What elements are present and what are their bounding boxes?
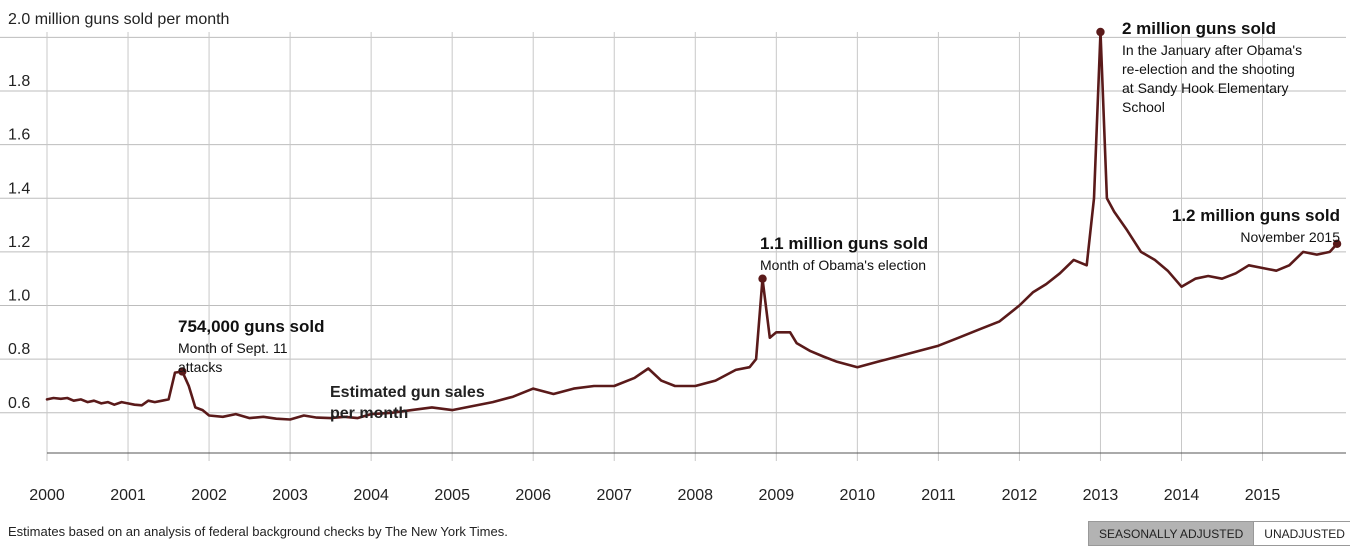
x-tick-label: 2013 xyxy=(1083,487,1119,504)
annotation-title: 1.1 million guns sold xyxy=(760,234,928,253)
series-group xyxy=(45,30,1339,421)
annotation-text: School xyxy=(1122,99,1165,115)
x-tick-label: 2003 xyxy=(272,487,308,504)
annotation-marker xyxy=(1096,27,1105,37)
y-tick-label: 1.2 xyxy=(8,234,30,251)
series-label-line-2: per month xyxy=(330,405,408,422)
y-tick-label: 1.4 xyxy=(8,180,30,197)
annotation-text: re-election and the shooting xyxy=(1122,61,1295,77)
seasonally-adjusted-button[interactable]: SEASONALLY ADJUSTED xyxy=(1088,521,1255,546)
annotation-text: at Sandy Hook Elementary xyxy=(1122,80,1289,96)
x-tick-label: 2010 xyxy=(840,487,876,504)
annotation-marker xyxy=(758,274,767,283)
x-tick-label: 2006 xyxy=(515,487,551,504)
x-tick-label: 2015 xyxy=(1245,487,1281,504)
y-tick-label: 1.6 xyxy=(8,127,30,144)
x-tick-label: 2007 xyxy=(596,487,632,504)
y-axis-ticks: 0.6 0.8 1.0 1.2 1.4 1.6 1.8 xyxy=(8,73,30,412)
x-tick-label: 2009 xyxy=(759,487,795,504)
x-tick-label: 2012 xyxy=(1002,487,1038,504)
annotation-text: Month of Obama's election xyxy=(760,257,926,273)
x-tick-label: 2008 xyxy=(677,487,713,504)
grid xyxy=(0,32,1346,461)
x-tick-label: 2001 xyxy=(110,487,146,504)
unadjusted-button[interactable]: UNADJUSTED xyxy=(1254,521,1350,546)
y-tick-label: 1.8 xyxy=(8,73,30,90)
x-tick-label: 2014 xyxy=(1164,487,1200,504)
series-label-line-1: Estimated gun sales xyxy=(330,384,485,401)
y-tick-label: 1.0 xyxy=(8,288,30,305)
annotation-marker xyxy=(1332,239,1342,249)
x-tick-label: 2000 xyxy=(29,487,65,504)
x-tick-label: 2011 xyxy=(921,487,956,504)
annotation-title: 754,000 guns sold xyxy=(178,317,324,336)
x-axis-ticks: 2000 2001 2002 2003 2004 2005 2006 2007 2008 2009… xyxy=(29,487,1280,504)
y-axis-title: 2.0 million guns sold per month xyxy=(8,11,229,28)
annotation-text: attacks xyxy=(178,359,222,375)
y-tick-label: 0.8 xyxy=(8,341,30,358)
annotation-text: November 2015 xyxy=(1240,229,1340,245)
annotation-text: Month of Sept. 11 xyxy=(178,340,288,356)
x-tick-label: 2004 xyxy=(353,487,389,504)
annotations: 754,000 guns sold Month of Sept. 11 attack… xyxy=(178,19,1342,376)
annotation-title: 2 million guns sold xyxy=(1122,19,1276,38)
x-tick-label: 2002 xyxy=(191,487,227,504)
series-line xyxy=(45,30,1339,421)
adjustment-toggle[interactable]: SEASONALLY ADJUSTED UNADJUSTED xyxy=(1088,521,1350,546)
annotation-text: In the January after Obama's xyxy=(1122,42,1302,58)
annotation-marker xyxy=(178,367,187,376)
y-tick-label: 0.6 xyxy=(8,395,30,412)
x-tick-label: 2005 xyxy=(434,487,470,504)
footnote: Estimates based on an analysis of federa… xyxy=(8,524,508,539)
annotation-title: 1.2 million guns sold xyxy=(1172,206,1340,225)
